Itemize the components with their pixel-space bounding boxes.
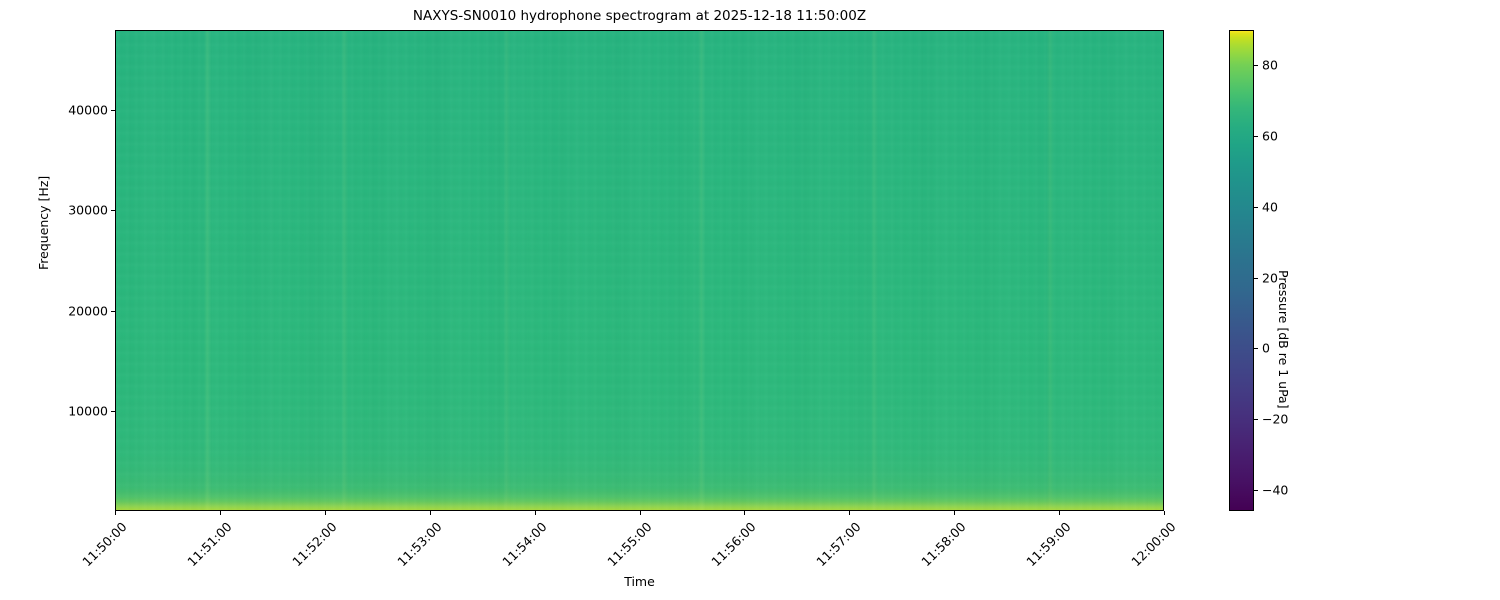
x-axis-tick-mark: [954, 511, 956, 515]
x-axis-tick-label: 11:52:00: [289, 519, 340, 570]
colorbar-tick-label: −20: [1262, 411, 1289, 427]
x-axis-tick-label: 11:57:00: [813, 519, 864, 570]
colorbar-tick-label: 80: [1262, 57, 1278, 73]
colorbar-gradient: [1230, 31, 1253, 510]
y-axis-tick-label: 10000: [68, 403, 108, 419]
x-axis-tick-mark: [639, 511, 641, 515]
x-axis-tick-mark: [429, 511, 431, 515]
colorbar-tick-label: 0: [1262, 340, 1270, 356]
y-axis-tick-mark: [111, 410, 115, 412]
y-axis-tick-mark: [111, 310, 115, 312]
x-axis-tick-mark: [324, 511, 326, 515]
x-axis-label: Time: [624, 574, 655, 589]
spectrogram-image: [116, 31, 1163, 510]
x-axis-tick-mark: [219, 511, 221, 515]
spectrogram-frequency-banding: [116, 31, 1163, 510]
spectrogram-base-layer: [116, 31, 1163, 510]
colorbar-tick-mark: [1254, 419, 1258, 421]
colorbar-label: Pressure [dB re 1 uPa]: [1276, 270, 1291, 409]
x-axis-tick-mark: [115, 511, 116, 515]
x-axis-tick-label: 11:55:00: [603, 519, 655, 570]
x-axis-tick-mark: [1164, 511, 1165, 515]
x-axis-tick-label: 11:56:00: [708, 519, 759, 570]
x-axis-tick-label: 11:51:00: [184, 519, 235, 570]
x-axis-tick-label: 11:54:00: [498, 519, 550, 570]
spectrogram-transient-columns: [116, 31, 1163, 510]
colorbar-tick-mark: [1254, 136, 1258, 138]
y-axis-label: Frequency [Hz]: [36, 175, 51, 270]
colorbar-tick-label: 40: [1262, 199, 1278, 215]
x-axis-tick-label: 11:53:00: [393, 519, 445, 570]
x-axis-tick-mark: [849, 511, 851, 515]
colorbar-tick-mark: [1254, 277, 1258, 279]
x-axis-tick-label: 11:59:00: [1023, 519, 1074, 570]
x-axis-tick-mark: [1059, 511, 1061, 515]
y-axis-tick-mark: [111, 210, 115, 212]
colorbar-tick-mark: [1254, 206, 1258, 208]
y-axis-tick-mark: [111, 110, 115, 112]
colorbar-tick-label: −40: [1262, 482, 1289, 498]
colorbar[interactable]: [1229, 30, 1254, 511]
x-axis-tick-mark: [534, 511, 536, 515]
x-axis-tick-label: 11:58:00: [918, 519, 969, 570]
x-axis-tick-mark: [744, 511, 746, 515]
spectrogram-plot-area[interactable]: [115, 30, 1164, 511]
colorbar-tick-mark: [1254, 65, 1258, 67]
y-axis-tick-label: 20000: [68, 303, 108, 319]
spectrogram-time-striations: [116, 31, 1163, 510]
spectrogram-low-frequency-band: [116, 380, 1163, 510]
colorbar-tick-label: 20: [1262, 270, 1278, 286]
x-axis-tick-label: 12:00:00: [1128, 519, 1179, 570]
y-axis-tick-label: 30000: [68, 202, 108, 218]
x-axis-tick-label: 11:50:00: [79, 519, 130, 570]
colorbar-tick-mark: [1254, 348, 1258, 350]
colorbar-tick-label: 60: [1262, 128, 1278, 144]
colorbar-tick-mark: [1254, 489, 1258, 491]
y-axis-tick-label: 40000: [68, 102, 108, 118]
page-title: NAXYS-SN0010 hydrophone spectrogram at 2…: [412, 8, 867, 24]
